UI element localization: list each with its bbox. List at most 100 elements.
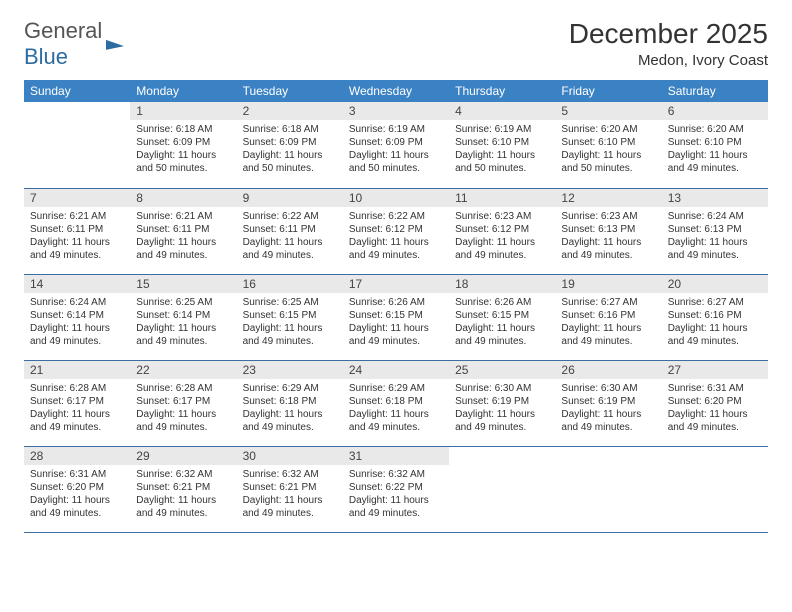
- sunset-text: Sunset: 6:12 PM: [349, 223, 443, 236]
- day-number: 29: [130, 447, 236, 465]
- sunrise-text: Sunrise: 6:18 AM: [136, 123, 230, 136]
- sunrise-text: Sunrise: 6:23 AM: [561, 210, 655, 223]
- sunset-text: Sunset: 6:15 PM: [243, 309, 337, 322]
- sunset-text: Sunset: 6:12 PM: [455, 223, 549, 236]
- sunrise-text: Sunrise: 6:28 AM: [136, 382, 230, 395]
- month-title: December 2025: [569, 18, 768, 50]
- day-details: Sunrise: 6:32 AMSunset: 6:21 PMDaylight:…: [130, 465, 236, 525]
- daylight-text: Daylight: 11 hours and 49 minutes.: [349, 408, 443, 434]
- daylight-text: Daylight: 11 hours and 49 minutes.: [455, 322, 549, 348]
- sunset-text: Sunset: 6:11 PM: [243, 223, 337, 236]
- calendar-cell: 15Sunrise: 6:25 AMSunset: 6:14 PMDayligh…: [130, 274, 236, 360]
- weekday-header: Wednesday: [343, 80, 449, 102]
- day-number: 26: [555, 361, 661, 379]
- day-details: Sunrise: 6:22 AMSunset: 6:12 PMDaylight:…: [343, 207, 449, 267]
- day-number: 7: [24, 189, 130, 207]
- day-details: Sunrise: 6:32 AMSunset: 6:22 PMDaylight:…: [343, 465, 449, 525]
- day-number: 2: [237, 102, 343, 120]
- weekday-header: Sunday: [24, 80, 130, 102]
- brand-triangle-icon: [106, 36, 124, 50]
- day-number: 21: [24, 361, 130, 379]
- sunrise-text: Sunrise: 6:24 AM: [30, 296, 124, 309]
- calendar-row: 21Sunrise: 6:28 AMSunset: 6:17 PMDayligh…: [24, 360, 768, 446]
- sunset-text: Sunset: 6:20 PM: [30, 481, 124, 494]
- calendar-cell: 4Sunrise: 6:19 AMSunset: 6:10 PMDaylight…: [449, 102, 555, 188]
- calendar-cell: 2Sunrise: 6:18 AMSunset: 6:09 PMDaylight…: [237, 102, 343, 188]
- calendar-row: 28Sunrise: 6:31 AMSunset: 6:20 PMDayligh…: [24, 446, 768, 532]
- calendar-cell: [555, 446, 661, 532]
- calendar-cell: 10Sunrise: 6:22 AMSunset: 6:12 PMDayligh…: [343, 188, 449, 274]
- daylight-text: Daylight: 11 hours and 50 minutes.: [349, 149, 443, 175]
- calendar-cell: 21Sunrise: 6:28 AMSunset: 6:17 PMDayligh…: [24, 360, 130, 446]
- calendar-cell: 18Sunrise: 6:26 AMSunset: 6:15 PMDayligh…: [449, 274, 555, 360]
- sunset-text: Sunset: 6:15 PM: [455, 309, 549, 322]
- daylight-text: Daylight: 11 hours and 50 minutes.: [561, 149, 655, 175]
- sunset-text: Sunset: 6:18 PM: [349, 395, 443, 408]
- day-number: 22: [130, 361, 236, 379]
- daylight-text: Daylight: 11 hours and 49 minutes.: [561, 408, 655, 434]
- daylight-text: Daylight: 11 hours and 49 minutes.: [349, 236, 443, 262]
- daylight-text: Daylight: 11 hours and 49 minutes.: [30, 494, 124, 520]
- sunset-text: Sunset: 6:11 PM: [136, 223, 230, 236]
- sunrise-text: Sunrise: 6:18 AM: [243, 123, 337, 136]
- day-number: 15: [130, 275, 236, 293]
- sunset-text: Sunset: 6:18 PM: [243, 395, 337, 408]
- sunset-text: Sunset: 6:20 PM: [668, 395, 762, 408]
- sunset-text: Sunset: 6:21 PM: [136, 481, 230, 494]
- day-details: Sunrise: 6:32 AMSunset: 6:21 PMDaylight:…: [237, 465, 343, 525]
- daylight-text: Daylight: 11 hours and 49 minutes.: [455, 408, 549, 434]
- calendar-cell: 31Sunrise: 6:32 AMSunset: 6:22 PMDayligh…: [343, 446, 449, 532]
- calendar-cell: 1Sunrise: 6:18 AMSunset: 6:09 PMDaylight…: [130, 102, 236, 188]
- sunset-text: Sunset: 6:22 PM: [349, 481, 443, 494]
- brand-part2: Blue: [24, 44, 68, 69]
- day-details: Sunrise: 6:24 AMSunset: 6:13 PMDaylight:…: [662, 207, 768, 267]
- sunrise-text: Sunrise: 6:28 AM: [30, 382, 124, 395]
- calendar-cell: [24, 102, 130, 188]
- weekday-header: Saturday: [662, 80, 768, 102]
- day-details: Sunrise: 6:22 AMSunset: 6:11 PMDaylight:…: [237, 207, 343, 267]
- calendar-cell: 3Sunrise: 6:19 AMSunset: 6:09 PMDaylight…: [343, 102, 449, 188]
- sunset-text: Sunset: 6:21 PM: [243, 481, 337, 494]
- sunset-text: Sunset: 6:11 PM: [30, 223, 124, 236]
- sunset-text: Sunset: 6:16 PM: [561, 309, 655, 322]
- calendar-cell: 24Sunrise: 6:29 AMSunset: 6:18 PMDayligh…: [343, 360, 449, 446]
- day-details: Sunrise: 6:23 AMSunset: 6:12 PMDaylight:…: [449, 207, 555, 267]
- day-number: 25: [449, 361, 555, 379]
- day-details: Sunrise: 6:24 AMSunset: 6:14 PMDaylight:…: [24, 293, 130, 353]
- sunset-text: Sunset: 6:13 PM: [561, 223, 655, 236]
- day-details: Sunrise: 6:21 AMSunset: 6:11 PMDaylight:…: [130, 207, 236, 267]
- calendar-cell: 16Sunrise: 6:25 AMSunset: 6:15 PMDayligh…: [237, 274, 343, 360]
- daylight-text: Daylight: 11 hours and 49 minutes.: [349, 322, 443, 348]
- sunrise-text: Sunrise: 6:19 AM: [349, 123, 443, 136]
- day-number: 11: [449, 189, 555, 207]
- day-details: Sunrise: 6:20 AMSunset: 6:10 PMDaylight:…: [662, 120, 768, 180]
- daylight-text: Daylight: 11 hours and 49 minutes.: [668, 322, 762, 348]
- calendar-cell: 30Sunrise: 6:32 AMSunset: 6:21 PMDayligh…: [237, 446, 343, 532]
- daylight-text: Daylight: 11 hours and 50 minutes.: [243, 149, 337, 175]
- day-details: Sunrise: 6:18 AMSunset: 6:09 PMDaylight:…: [237, 120, 343, 180]
- daylight-text: Daylight: 11 hours and 49 minutes.: [136, 494, 230, 520]
- day-details: Sunrise: 6:21 AMSunset: 6:11 PMDaylight:…: [24, 207, 130, 267]
- daylight-text: Daylight: 11 hours and 49 minutes.: [136, 408, 230, 434]
- weekday-header: Monday: [130, 80, 236, 102]
- calendar-cell: 19Sunrise: 6:27 AMSunset: 6:16 PMDayligh…: [555, 274, 661, 360]
- calendar-cell: 5Sunrise: 6:20 AMSunset: 6:10 PMDaylight…: [555, 102, 661, 188]
- calendar-cell: 17Sunrise: 6:26 AMSunset: 6:15 PMDayligh…: [343, 274, 449, 360]
- calendar-cell: 14Sunrise: 6:24 AMSunset: 6:14 PMDayligh…: [24, 274, 130, 360]
- sunrise-text: Sunrise: 6:22 AM: [243, 210, 337, 223]
- day-number: 27: [662, 361, 768, 379]
- sunset-text: Sunset: 6:09 PM: [136, 136, 230, 149]
- daylight-text: Daylight: 11 hours and 49 minutes.: [136, 322, 230, 348]
- sunrise-text: Sunrise: 6:30 AM: [455, 382, 549, 395]
- day-number: 3: [343, 102, 449, 120]
- calendar-cell: 8Sunrise: 6:21 AMSunset: 6:11 PMDaylight…: [130, 188, 236, 274]
- sunset-text: Sunset: 6:19 PM: [561, 395, 655, 408]
- calendar-cell: 27Sunrise: 6:31 AMSunset: 6:20 PMDayligh…: [662, 360, 768, 446]
- sunrise-text: Sunrise: 6:32 AM: [136, 468, 230, 481]
- day-details: Sunrise: 6:18 AMSunset: 6:09 PMDaylight:…: [130, 120, 236, 180]
- day-details: Sunrise: 6:23 AMSunset: 6:13 PMDaylight:…: [555, 207, 661, 267]
- weekday-header: Friday: [555, 80, 661, 102]
- calendar-cell: 26Sunrise: 6:30 AMSunset: 6:19 PMDayligh…: [555, 360, 661, 446]
- day-number: 13: [662, 189, 768, 207]
- day-details: Sunrise: 6:31 AMSunset: 6:20 PMDaylight:…: [24, 465, 130, 525]
